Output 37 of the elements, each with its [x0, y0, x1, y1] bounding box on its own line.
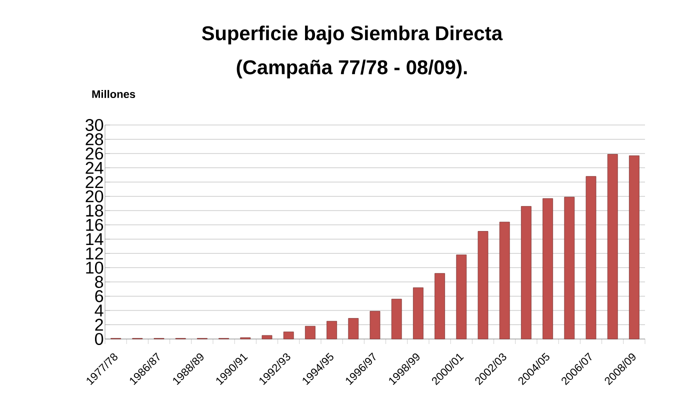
- bar: [586, 176, 596, 340]
- y-tick-label: 20: [86, 190, 104, 202]
- y-tick-label: 18: [86, 204, 104, 217]
- y-tick-label: 26: [86, 148, 104, 160]
- y-tick-label: 6: [95, 290, 104, 302]
- chart-title: Superficie bajo Siembra Directa: [202, 26, 503, 44]
- bar: [434, 273, 446, 340]
- bar: [521, 206, 532, 340]
- y-tick-label: 28: [86, 133, 104, 146]
- bar: [413, 287, 424, 340]
- bar: [542, 198, 554, 340]
- y-tick-label: 2: [95, 318, 103, 331]
- bar: [305, 326, 316, 340]
- bar: [564, 196, 575, 340]
- bar: [499, 222, 510, 340]
- bar: [629, 155, 640, 340]
- bar: [262, 335, 272, 340]
- bar: [478, 231, 488, 340]
- y-tick-label: 12: [86, 247, 103, 260]
- y-tick-label: 30: [86, 118, 104, 132]
- y-tick-label: 16: [86, 218, 104, 231]
- y-tick-label: 22: [86, 176, 103, 188]
- y-tick-label: 14: [86, 233, 104, 245]
- bar: [456, 254, 467, 340]
- bar: [391, 298, 402, 340]
- y-tick-label: 4: [94, 304, 104, 316]
- y-tick-label: 0: [95, 332, 104, 346]
- y-axis-title: Millones: [92, 90, 136, 98]
- bar: [370, 310, 380, 340]
- bar: [348, 318, 359, 340]
- bar: [326, 320, 338, 340]
- y-tick-label: 10: [86, 262, 104, 274]
- bar: [283, 332, 294, 340]
- y-tick-label: 24: [86, 162, 104, 174]
- bar: [607, 154, 618, 340]
- chart-subtitle: (Campaña 77/78 - 08/09).: [236, 60, 467, 78]
- y-tick-label: 8: [95, 276, 104, 288]
